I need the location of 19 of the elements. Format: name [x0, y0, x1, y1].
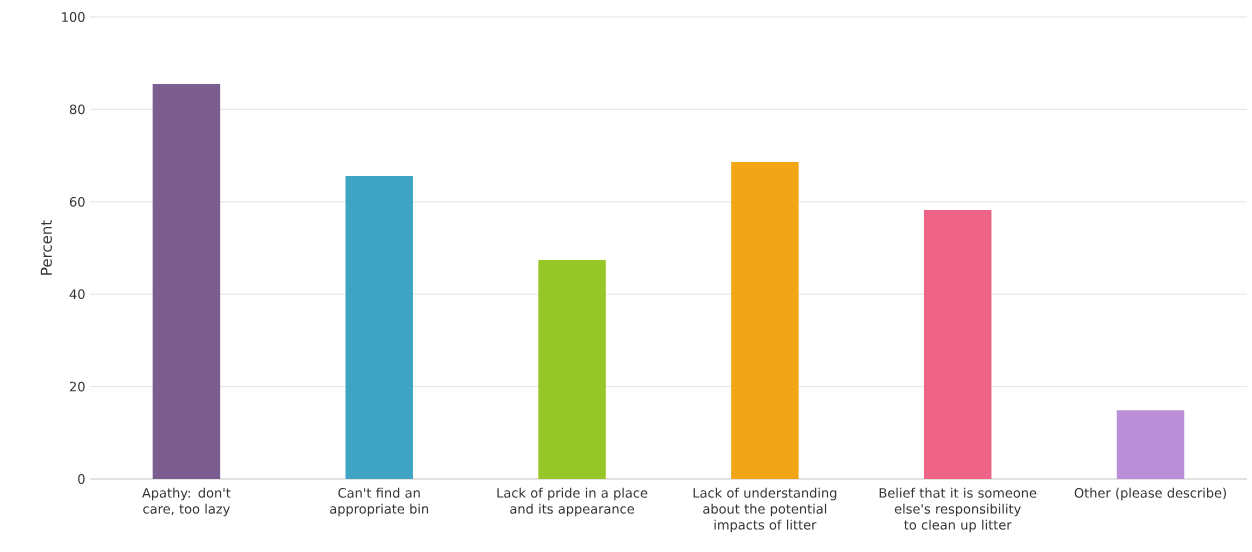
y-tick-label: 80 — [69, 104, 85, 115]
y-tick-label: 60 — [69, 196, 85, 207]
y-tick-label: 40 — [69, 289, 85, 300]
bar — [1116, 410, 1185, 479]
bar — [731, 162, 799, 479]
bar — [923, 210, 992, 479]
y-tick-label: 100 — [62, 12, 85, 22]
x-tick-label: Lack of pride in a place and its appearance — [497, 487, 648, 517]
x-tick-label: Can't find an appropriate bin — [330, 487, 429, 517]
bar — [152, 83, 221, 479]
x-tick-label: Lack of understanding about the potential impacts of litter — [693, 487, 837, 533]
y-tick-label: 20 — [69, 381, 85, 392]
y-axis-title: Percent — [40, 220, 52, 275]
x-tick-label: Apathy: don't care, too lazy — [142, 487, 231, 517]
y-tick-label: 0 — [78, 474, 85, 484]
x-tick-label: Belief that it is someone else's responsibility to clean up litter — [879, 487, 1037, 533]
bar — [538, 260, 606, 479]
x-tick-label: Other (please describe) — [1074, 487, 1226, 501]
bar — [345, 175, 413, 479]
